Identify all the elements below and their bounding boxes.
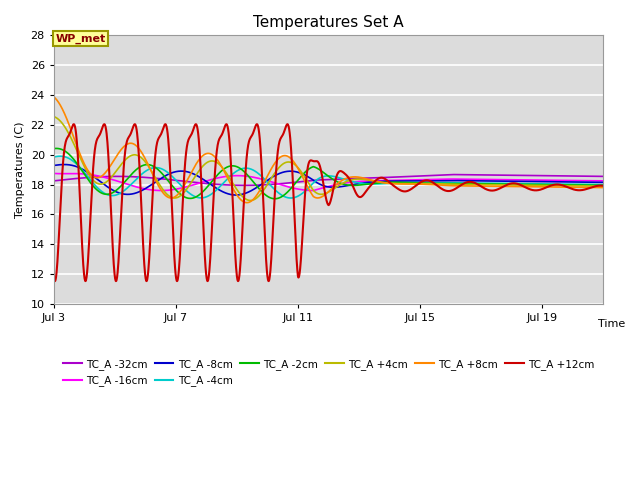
TC_A -4cm (78, 167, 86, 173)
TC_A -8cm (584, 180, 591, 185)
TC_A -4cm (600, 182, 607, 188)
Line: TC_A -32cm: TC_A -32cm (54, 175, 604, 185)
TC_A +8cm (51, 94, 58, 100)
TC_A -2cm (78, 168, 86, 174)
TC_A -16cm (51, 170, 58, 176)
TC_A +4cm (584, 183, 592, 189)
TC_A +12cm (303, 170, 311, 176)
TC_A -32cm (317, 177, 325, 183)
TC_A +4cm (50, 161, 58, 167)
TC_A -2cm (584, 182, 591, 188)
TC_A +4cm (303, 178, 311, 183)
X-axis label: Time: Time (598, 319, 625, 329)
TC_A -4cm (584, 181, 592, 187)
TC_A +12cm (284, 121, 291, 127)
TC_A +12cm (600, 183, 607, 189)
Line: TC_A +8cm: TC_A +8cm (54, 97, 604, 203)
TC_A -16cm (303, 187, 310, 193)
TC_A -8cm (600, 180, 607, 185)
TC_A -2cm (584, 182, 592, 188)
TC_A -32cm (584, 173, 591, 179)
TC_A -16cm (483, 177, 491, 182)
TC_A +4cm (584, 183, 591, 189)
TC_A -16cm (50, 178, 58, 184)
TC_A -4cm (303, 187, 311, 192)
TC_A -4cm (287, 195, 294, 201)
TC_A -8cm (60, 162, 68, 168)
TC_A -8cm (483, 178, 491, 184)
TC_A -8cm (303, 173, 311, 179)
TC_A +8cm (584, 184, 592, 190)
TC_A +12cm (584, 186, 591, 192)
TC_A +12cm (483, 187, 491, 192)
TC_A -4cm (56, 153, 64, 159)
Title: Temperatures Set A: Temperatures Set A (253, 15, 404, 30)
Y-axis label: Temperatures (C): Temperatures (C) (15, 121, 25, 218)
TC_A -16cm (584, 178, 591, 183)
TC_A +12cm (317, 170, 325, 176)
TC_A -32cm (50, 178, 58, 184)
TC_A +4cm (246, 198, 254, 204)
TC_A -2cm (52, 145, 60, 151)
TC_A -32cm (303, 178, 310, 184)
TC_A +8cm (483, 183, 491, 189)
TC_A -8cm (317, 182, 325, 188)
Legend: TC_A -32cm, TC_A -16cm, TC_A -8cm, TC_A -4cm, TC_A -2cm, TC_A +4cm, TC_A +8cm, T: TC_A -32cm, TC_A -16cm, TC_A -8cm, TC_A … (59, 355, 598, 390)
TC_A -16cm (309, 188, 317, 193)
TC_A -8cm (50, 175, 58, 180)
TC_A -32cm (241, 182, 248, 188)
TC_A -32cm (483, 172, 491, 178)
TC_A -4cm (584, 181, 591, 187)
TC_A +8cm (78, 156, 86, 162)
TC_A +8cm (243, 200, 251, 205)
TC_A +4cm (51, 114, 58, 120)
TC_A -2cm (271, 196, 278, 202)
TC_A +8cm (50, 154, 58, 159)
TC_A -32cm (584, 173, 592, 179)
TC_A -4cm (50, 170, 58, 176)
Line: TC_A -8cm: TC_A -8cm (54, 165, 604, 195)
TC_A -2cm (483, 181, 491, 187)
TC_A +8cm (584, 184, 591, 190)
TC_A +8cm (600, 185, 607, 191)
TC_A -2cm (317, 168, 325, 174)
TC_A -16cm (78, 171, 86, 177)
TC_A -2cm (50, 167, 58, 172)
TC_A +8cm (303, 183, 311, 189)
TC_A -4cm (483, 180, 491, 186)
Line: TC_A +4cm: TC_A +4cm (54, 117, 604, 201)
TC_A -32cm (78, 175, 86, 181)
TC_A -32cm (600, 173, 607, 179)
Text: WP_met: WP_met (55, 33, 106, 44)
Line: TC_A -16cm: TC_A -16cm (54, 173, 604, 191)
Line: TC_A -4cm: TC_A -4cm (54, 156, 604, 198)
TC_A -8cm (232, 192, 240, 198)
Line: TC_A +12cm: TC_A +12cm (54, 124, 604, 281)
TC_A -2cm (303, 168, 311, 173)
TC_A +8cm (317, 194, 325, 200)
TC_A -16cm (600, 178, 607, 184)
TC_A -8cm (584, 180, 592, 185)
TC_A +12cm (50, 274, 58, 280)
TC_A +12cm (584, 186, 592, 192)
TC_A -16cm (584, 178, 592, 183)
TC_A +4cm (600, 183, 607, 189)
TC_A +4cm (483, 182, 491, 188)
TC_A -4cm (317, 174, 325, 180)
Line: TC_A -2cm: TC_A -2cm (54, 148, 604, 199)
TC_A +4cm (317, 192, 325, 197)
TC_A -8cm (78, 166, 86, 172)
TC_A +12cm (51, 278, 59, 284)
TC_A -32cm (447, 172, 454, 178)
TC_A -16cm (317, 185, 325, 191)
TC_A -2cm (600, 182, 607, 188)
TC_A +4cm (78, 159, 86, 165)
TC_A +12cm (78, 243, 86, 249)
